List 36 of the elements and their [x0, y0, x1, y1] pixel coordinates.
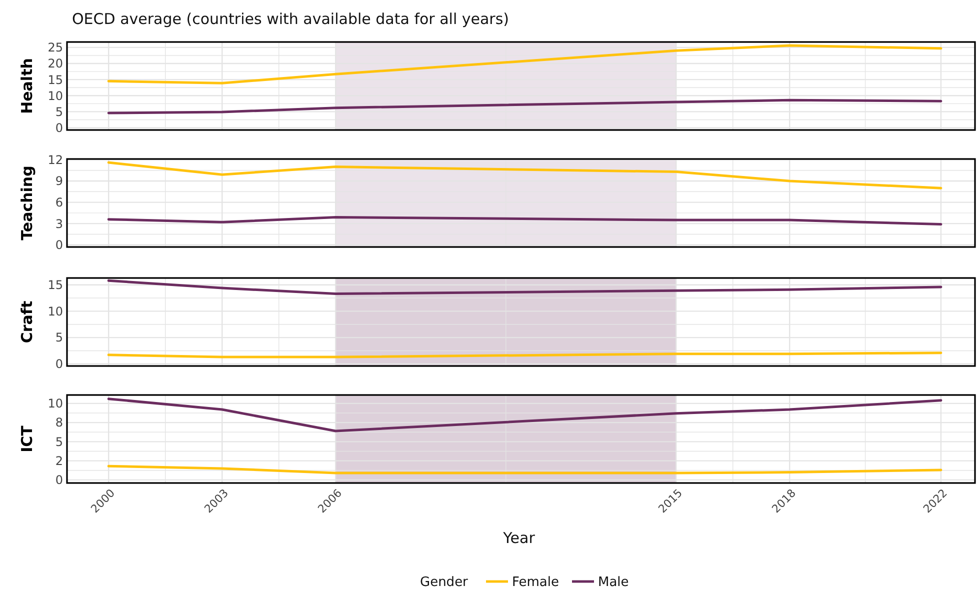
y-tick-label: 20: [48, 56, 63, 71]
y-axis-title: ICT: [18, 424, 36, 452]
y-axis-title: Craft: [18, 300, 36, 344]
y-tick-label: 5: [55, 434, 63, 449]
y-tick-label: 15: [48, 278, 63, 292]
y-tick-label: 12: [48, 152, 63, 167]
y-tick-label: 10: [48, 88, 63, 103]
line-series: [107, 98, 942, 114]
y-tick-label: 10: [48, 304, 63, 318]
y-tick-label: 10: [48, 396, 63, 411]
legend-label: Male: [598, 575, 629, 590]
line-series: [107, 279, 942, 296]
legend-title: Gender: [420, 575, 469, 590]
y-tick-label: 9: [55, 174, 63, 188]
y-tick-label: 8: [55, 416, 63, 430]
y-tick-label: 0: [55, 238, 63, 252]
chart-title: OECD average (countries with available data for all years): [72, 10, 510, 28]
y-tick-label: 5: [55, 330, 63, 345]
line-series: [107, 161, 942, 190]
y-tick-label: 0: [55, 357, 63, 372]
y-tick-label: 6: [55, 195, 63, 210]
x-axis-title: Year: [502, 529, 536, 547]
line-series: [107, 464, 942, 474]
line-series: [107, 398, 942, 432]
y-tick-label: 15: [48, 72, 63, 87]
line-series: [107, 216, 942, 226]
y-tick-label: 5: [55, 104, 63, 119]
y-axis-title: Health: [18, 58, 36, 114]
y-tick-label: 0: [55, 473, 63, 488]
line-series: [107, 44, 942, 84]
legend-label: Female: [512, 575, 560, 590]
y-axis-title: Teaching: [18, 166, 36, 240]
y-tick-label: 0: [55, 120, 63, 135]
y-tick-label: 3: [55, 216, 63, 231]
y-tick-label: 2: [55, 454, 63, 468]
y-tick-label: 25: [48, 40, 63, 55]
